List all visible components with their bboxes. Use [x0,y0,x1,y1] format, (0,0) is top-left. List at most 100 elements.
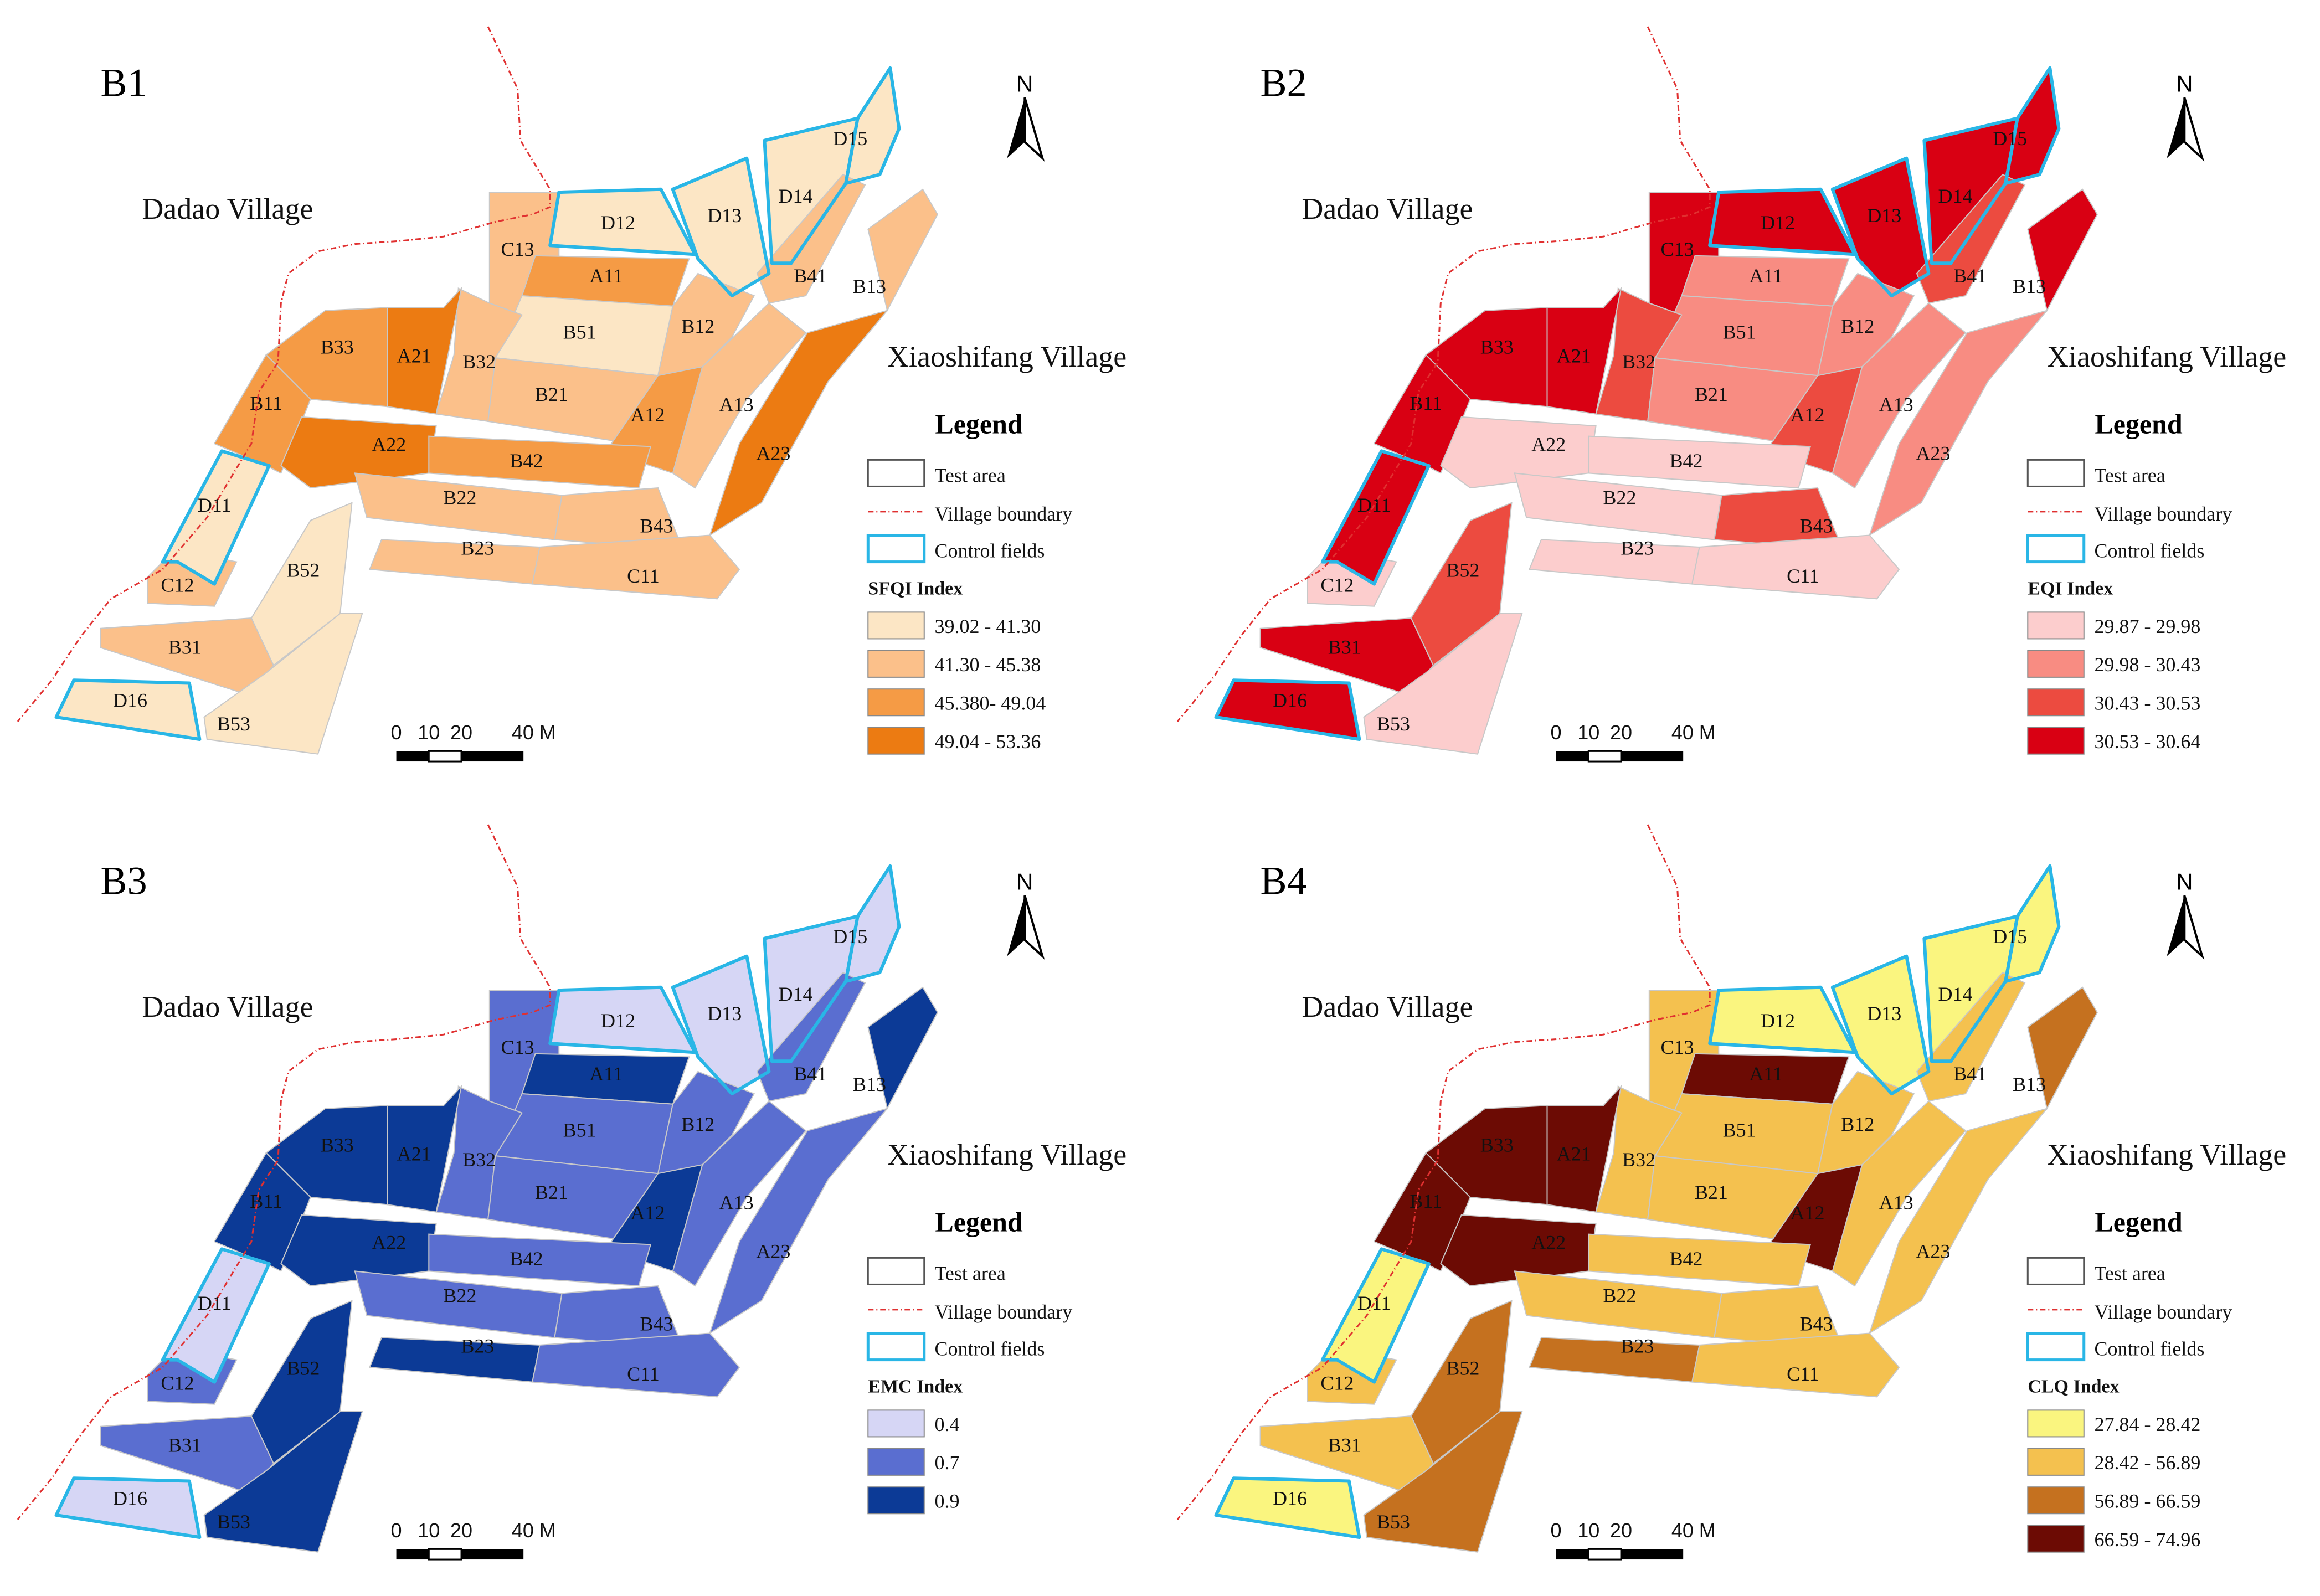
legend-test-area-label: Test area [2094,1262,2165,1284]
plot-label-b52: B52 [1446,559,1479,581]
plot-label-a11: A11 [589,265,623,287]
village-boundary-line [17,824,551,1520]
plot-a21[interactable] [1546,1084,1622,1213]
plot-b13[interactable] [2027,188,2098,312]
plot-label-b51: B51 [563,1119,596,1141]
plot-label-b22: B22 [1603,487,1636,509]
plot-label-b52: B52 [1446,1357,1479,1379]
plot-b52[interactable] [1410,1300,1513,1465]
scale-segment [1621,751,1684,762]
plot-a21[interactable] [387,1084,462,1213]
legend-title: Legend [935,1206,1023,1237]
plot-a23[interactable] [1868,1107,2049,1335]
plot-b42[interactable] [1588,1233,1812,1287]
plot-label-b53: B53 [1377,713,1410,735]
plot-a13[interactable] [1832,302,1967,489]
scale-tick-label: 40 M [1671,721,1716,744]
plot-b53[interactable] [203,613,363,755]
panel-label: B1 [101,61,147,105]
plot-b41[interactable] [1916,173,2026,304]
plot-a13[interactable] [1832,1100,1967,1287]
plot-b23[interactable] [369,539,541,585]
plot-b53[interactable] [203,1411,363,1553]
scale-segment [1556,751,1589,762]
plot-a21[interactable] [1546,286,1622,415]
plot-a13[interactable] [672,1100,807,1287]
plot-label-c13: C13 [501,238,534,260]
plot-b41[interactable] [1916,971,2026,1102]
plot-label-b22: B22 [443,487,476,509]
plot-label-b51: B51 [1723,1119,1756,1141]
plot-label-c12: C12 [1320,574,1354,596]
north-arrow-left [2167,97,2185,158]
village-label-xiaoshifang: Xiaoshifang Village [887,340,1126,373]
plot-b23[interactable] [1529,539,1700,585]
plot-label-b32: B32 [462,351,496,373]
plot-a23[interactable] [708,1107,889,1335]
plot-b41[interactable] [756,971,866,1102]
legend-class-swatch [867,1409,925,1438]
plot-a23[interactable] [708,309,889,537]
plot-b13[interactable] [2027,986,2098,1110]
plot-b42[interactable] [428,1233,652,1287]
legend-control-swatch [2026,534,2086,564]
control-outline-d11 [1320,1247,1431,1384]
control-outline-d11 [161,449,271,586]
north-arrow-right [1023,97,1045,162]
village-label-dadao: Dadao Village [1302,192,1473,225]
control-outline-d14 [1922,914,2019,1063]
plot-a13[interactable] [672,302,807,489]
plot-label-d13: D13 [1867,204,1901,226]
plot-c11[interactable] [531,534,740,600]
plot-label-b43: B43 [640,514,673,537]
control-outline-d14 [763,914,860,1063]
panel-label: B3 [101,859,147,903]
plot-c11[interactable] [1691,534,1900,600]
north-label: N [1016,71,1033,97]
plot-label-d15: D15 [833,925,867,948]
plot-label-a21: A21 [1557,344,1591,367]
control-outline-d16 [54,1476,202,1539]
legend-test-area-label: Test area [934,1262,1005,1284]
plot-label-b42: B42 [510,450,543,472]
plot-a23[interactable] [1868,309,2049,537]
plot-label-c13: C13 [1660,1036,1694,1058]
legend-class-swatch [867,1486,925,1515]
plot-label-a11: A11 [589,1063,623,1085]
plot-label-b32: B32 [1622,351,1655,373]
plot-label-c13: C13 [1660,238,1694,260]
plot-b52[interactable] [250,1300,353,1465]
plot-b42[interactable] [1588,435,1812,489]
plot-b42[interactable] [428,435,652,489]
plot-label-b41: B41 [794,265,827,287]
plot-label-a22: A22 [372,1232,406,1254]
plot-label-b41: B41 [1953,265,1987,287]
control-outline-d15 [844,864,901,984]
plot-label-b33: B33 [321,1134,354,1156]
plot-b53[interactable] [1363,1411,1523,1553]
plot-layer [1214,864,2098,1553]
plot-b23[interactable] [1529,1337,1700,1383]
legend-class-label: 30.43 - 30.53 [2094,692,2200,714]
legend-class-swatch [2027,1448,2085,1476]
village-boundary-line [1176,824,1711,1520]
plot-b41[interactable] [756,173,866,304]
legend-class-swatch [2027,727,2085,755]
plot-c11[interactable] [1691,1332,1900,1398]
plot-b52[interactable] [1410,502,1513,667]
plot-label-b43: B43 [640,1312,673,1335]
north-arrow-icon: N [1007,869,1045,960]
control-outline-d13 [1830,156,1931,297]
plot-b13[interactable] [867,188,938,312]
plot-b52[interactable] [250,502,353,667]
control-outline-d15 [2004,66,2061,186]
legend-index-title: SFQI Index [868,578,963,599]
plot-c11[interactable] [531,1332,740,1398]
plot-label-d16: D16 [113,1487,147,1510]
plot-b13[interactable] [867,986,938,1110]
legend-class-label: 0.9 [934,1490,959,1512]
plot-label-a22: A22 [1531,1232,1566,1254]
plot-b53[interactable] [1363,613,1523,755]
plot-b23[interactable] [369,1337,541,1383]
plot-a21[interactable] [387,286,462,415]
